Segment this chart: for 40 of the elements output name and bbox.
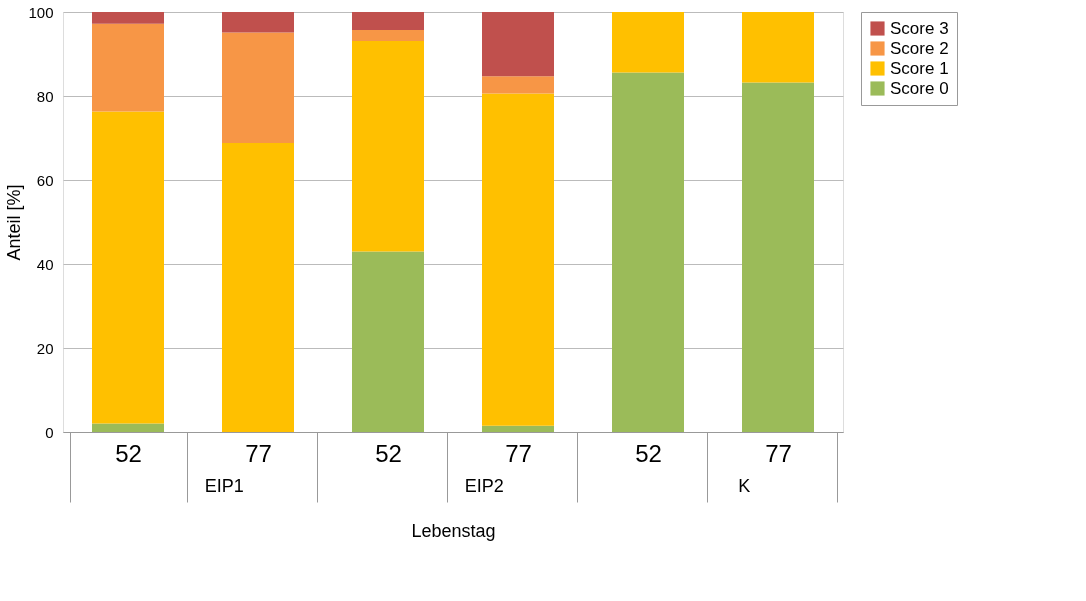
y-tick-label: 20 xyxy=(36,339,54,357)
bar xyxy=(352,251,424,432)
y-axis-title: Anteil [%] xyxy=(4,184,25,261)
y-tick-label: 80 xyxy=(36,87,54,105)
bar xyxy=(352,12,424,31)
text: K xyxy=(738,476,751,496)
bar xyxy=(482,76,554,94)
bar xyxy=(742,82,814,432)
x-tick-label: 77 xyxy=(245,439,272,467)
x-tick-label: 52 xyxy=(635,439,662,467)
x-tick-label: 77 xyxy=(505,439,532,467)
bar xyxy=(352,30,424,41)
y-tick-label: 0 xyxy=(45,423,54,441)
bar xyxy=(92,423,164,432)
legend-label: Score 3 xyxy=(890,18,949,38)
y-tick-label: 40 xyxy=(36,255,54,273)
y-tick-label: 100 xyxy=(28,3,54,21)
bar xyxy=(92,12,164,24)
y-tick-label: 60 xyxy=(36,171,54,189)
bar xyxy=(222,143,294,432)
bar xyxy=(612,12,684,73)
bar xyxy=(482,12,554,77)
bar xyxy=(742,12,814,83)
x-tick-label: 52 xyxy=(115,439,142,467)
bar xyxy=(352,40,424,252)
x-axis-title: Lebenstag xyxy=(411,521,496,541)
bar xyxy=(92,23,164,112)
legend-label: Score 1 xyxy=(890,58,949,78)
legend-label: Score 2 xyxy=(890,38,949,58)
legend-label: Score 0 xyxy=(890,78,949,98)
text: EIP1 xyxy=(204,476,244,496)
bar xyxy=(92,111,164,424)
bar xyxy=(612,72,684,432)
x-tick-label: 77 xyxy=(765,439,792,467)
bar xyxy=(222,32,294,144)
bar xyxy=(222,12,294,33)
bar xyxy=(482,93,554,426)
bar xyxy=(482,425,554,432)
x-tick-label: 52 xyxy=(375,439,402,467)
text: EIP2 xyxy=(464,476,504,496)
